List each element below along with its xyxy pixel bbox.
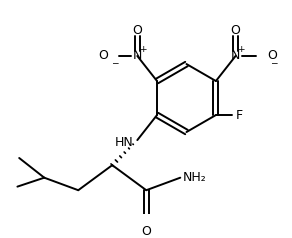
Text: O: O xyxy=(231,25,241,37)
Text: +: + xyxy=(237,45,245,54)
Text: N: N xyxy=(231,50,240,63)
Text: N: N xyxy=(133,50,142,63)
Text: O: O xyxy=(132,25,142,37)
Text: O: O xyxy=(98,50,108,63)
Text: −: − xyxy=(270,58,278,67)
Text: F: F xyxy=(236,109,243,122)
Text: HN: HN xyxy=(115,136,134,149)
Text: O: O xyxy=(141,225,151,238)
Text: +: + xyxy=(139,45,147,54)
Text: O: O xyxy=(267,50,277,63)
Text: −: − xyxy=(111,58,119,67)
Text: NH₂: NH₂ xyxy=(183,171,207,184)
